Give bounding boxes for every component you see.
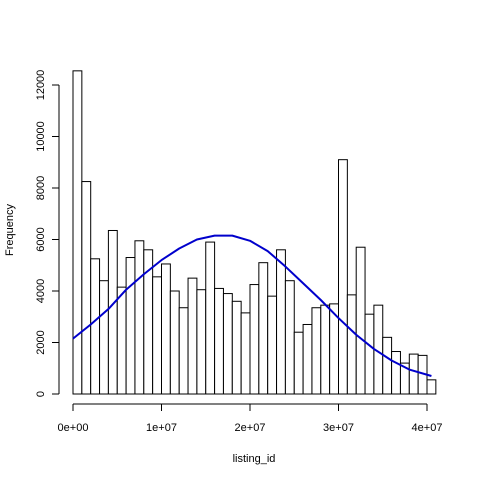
histogram-bar: [311, 307, 322, 395]
histogram-bar: [187, 277, 198, 395]
x-axis-title: listing_id: [233, 453, 276, 465]
histogram-bar: [81, 181, 92, 395]
histogram-bar: [161, 263, 171, 395]
histogram-bar: [364, 313, 375, 395]
histogram-bar: [302, 323, 313, 395]
y-tick-label: 0: [35, 391, 47, 397]
x-tick-label: 4e+07: [412, 422, 443, 434]
y-tick-label: 6000: [35, 227, 47, 251]
histogram-bar: [240, 312, 251, 395]
density-curve-group: [72, 234, 432, 377]
histogram-bar: [107, 229, 118, 395]
histogram-bar: [355, 246, 366, 395]
y-tick-label: 10000: [35, 121, 47, 152]
histogram-bar: [338, 159, 348, 395]
histogram-bar: [205, 241, 216, 395]
x-tick-label: 0e+00: [58, 422, 89, 434]
y-tick-label: 8000: [35, 176, 47, 200]
histogram-bar: [408, 353, 419, 395]
histogram-bar: [320, 304, 331, 395]
x-tick-label: 2e+07: [235, 422, 266, 434]
histogram-bar: [231, 300, 242, 395]
histogram-bar: [249, 284, 260, 395]
histogram-bar: [169, 290, 180, 395]
histogram-bar: [90, 258, 101, 395]
histogram-bar: [276, 249, 286, 395]
histogram-bar: [284, 280, 295, 395]
histogram-bar: [99, 280, 109, 395]
x-tick-label: 1e+07: [146, 422, 177, 434]
y-tick-label: 4000: [35, 279, 47, 303]
histogram-bar: [391, 351, 401, 395]
y-axis: 0 2000 4000 6000 8000 10000 12000: [35, 70, 60, 397]
histogram-bar: [196, 289, 207, 395]
x-tick-label: 3e+07: [323, 422, 354, 434]
histogram-bars: [72, 70, 437, 395]
histogram-bar: [116, 286, 127, 395]
histogram-bar: [258, 262, 269, 395]
y-axis-title: Frequency: [4, 204, 16, 256]
histogram-bar: [152, 276, 162, 395]
histogram-bar: [125, 257, 136, 395]
histogram-bar: [267, 295, 278, 395]
histogram-bar: [346, 294, 357, 395]
y-tick-label: 2000: [35, 330, 47, 354]
y-tick-label: 12000: [35, 70, 47, 101]
histogram-bar: [178, 307, 189, 395]
density-curve-line: [72, 234, 432, 377]
histogram-bar: [214, 287, 224, 395]
histogram-bar: [382, 336, 393, 395]
x-axis: 0e+00 1e+07 2e+07 3e+07 4e+07: [58, 403, 443, 434]
histogram-bar: [72, 70, 83, 395]
histogram-bar: [426, 379, 437, 395]
histogram-bar: [222, 293, 233, 395]
histogram-bar: [134, 240, 145, 395]
histogram-bar: [293, 331, 304, 395]
